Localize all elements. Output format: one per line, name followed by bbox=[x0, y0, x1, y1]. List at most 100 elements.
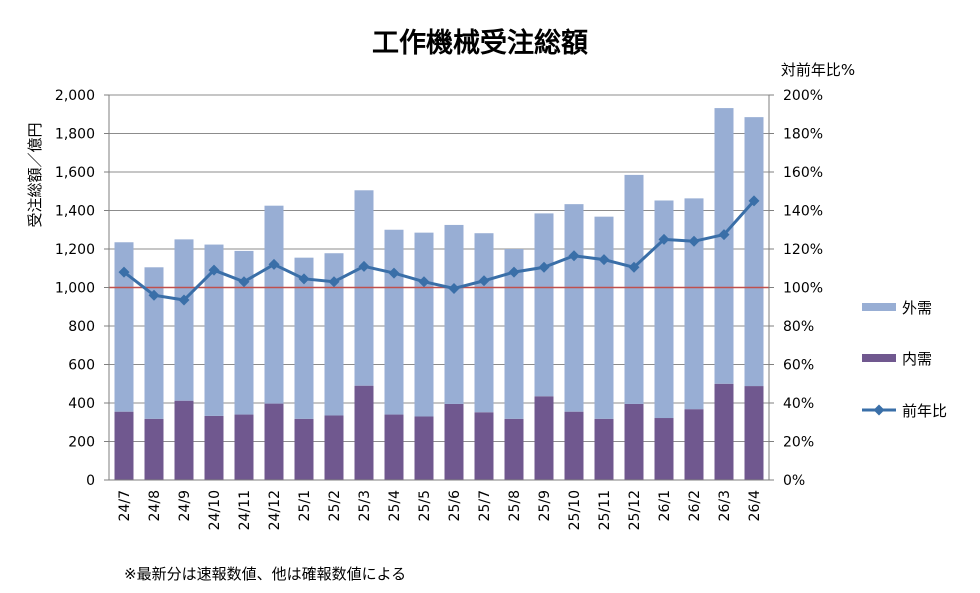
y2-tick-label: 140% bbox=[783, 204, 823, 220]
bar-overseas bbox=[294, 257, 314, 419]
y-tick-label: 1,800 bbox=[55, 127, 95, 143]
y-tick-label: 1,400 bbox=[55, 204, 95, 220]
bar-domestic bbox=[504, 418, 524, 480]
y2-tick-label: 40% bbox=[783, 396, 814, 412]
bar-overseas bbox=[384, 229, 404, 415]
x-tick-label: 25/7 bbox=[477, 490, 493, 521]
x-tick-label: 24/8 bbox=[147, 490, 163, 521]
axes-group bbox=[104, 94, 774, 481]
bar-domestic bbox=[624, 403, 644, 480]
yoy-point bbox=[628, 261, 640, 273]
y2-tick-label: 180% bbox=[783, 127, 823, 143]
x-tick-label: 24/7 bbox=[117, 490, 133, 521]
yoy-point bbox=[118, 266, 130, 278]
bar-overseas bbox=[564, 204, 584, 412]
y2-axis-title: 対前年比% bbox=[781, 61, 855, 79]
y-tick-label: 200 bbox=[68, 435, 95, 451]
bar-overseas bbox=[624, 174, 644, 404]
y-tick-label: 2,000 bbox=[55, 88, 95, 104]
x-tick-label: 25/9 bbox=[537, 490, 553, 521]
x-tick-label: 26/2 bbox=[687, 490, 703, 521]
yoy-point bbox=[418, 276, 430, 288]
x-tick-labels: 24/7 24/8 24/9 24/10 24/11 24/12 25/1 25/2 25/3 2… bbox=[117, 490, 763, 530]
x-tick-label: 25/10 bbox=[567, 490, 583, 530]
bar-overseas bbox=[444, 224, 464, 404]
bar-overseas bbox=[504, 249, 524, 419]
y-tick-label: 1,000 bbox=[55, 281, 95, 297]
x-tick-label: 24/12 bbox=[267, 490, 283, 530]
yoy-point bbox=[718, 229, 730, 241]
x-tick-label: 25/8 bbox=[507, 490, 523, 521]
x-tick-label: 26/3 bbox=[717, 490, 733, 521]
y-tick-label: 800 bbox=[68, 319, 95, 335]
y-tick-label: 400 bbox=[68, 396, 95, 412]
bar-domestic bbox=[444, 403, 464, 480]
bar-domestic bbox=[234, 414, 254, 480]
x-tick-label: 24/10 bbox=[207, 490, 223, 530]
legend-label: 内需 bbox=[902, 350, 932, 368]
bar-overseas bbox=[264, 205, 284, 404]
bar-domestic bbox=[654, 418, 674, 480]
y2-tick-label: 120% bbox=[783, 242, 823, 258]
yoy-point bbox=[598, 254, 610, 266]
yoy-point bbox=[388, 267, 400, 279]
bar-overseas bbox=[594, 216, 614, 419]
bar-overseas bbox=[684, 198, 704, 410]
bar-domestic bbox=[144, 418, 164, 480]
bar-domestic bbox=[744, 386, 764, 480]
bar-domestic bbox=[474, 412, 494, 480]
bar-domestic bbox=[114, 411, 134, 480]
x-tick-label: 25/6 bbox=[447, 490, 463, 522]
legend-label: 前年比 bbox=[902, 402, 947, 420]
x-tick-label: 25/1 bbox=[297, 490, 313, 521]
y-tick-labels: 0 200 400 600 800 1,000 1,200 1,400 1,600 1,800 2,… bbox=[55, 88, 95, 489]
bar-domestic bbox=[264, 403, 284, 480]
bar-overseas bbox=[714, 108, 734, 384]
x-tick-label: 25/5 bbox=[417, 490, 433, 521]
yoy-point bbox=[658, 233, 670, 245]
y2-tick-label: 20% bbox=[783, 435, 814, 451]
bar-overseas bbox=[324, 253, 344, 416]
x-tick-label: 25/4 bbox=[387, 490, 403, 522]
x-tick-label: 26/1 bbox=[657, 490, 673, 521]
y-tick-label: 1,200 bbox=[55, 242, 95, 258]
bar-domestic bbox=[324, 415, 344, 480]
yoy-point bbox=[478, 275, 490, 287]
bar-overseas bbox=[414, 232, 434, 417]
yoy-point bbox=[208, 264, 220, 276]
x-tick-label: 25/12 bbox=[627, 490, 643, 530]
bar-domestic bbox=[174, 400, 194, 480]
bar-domestic bbox=[714, 383, 734, 480]
yoy-point bbox=[268, 258, 280, 270]
yoy-point bbox=[448, 282, 460, 294]
bar-series-group bbox=[114, 108, 764, 480]
y2-tick-label: 100% bbox=[783, 281, 823, 297]
legend-swatch-domestic bbox=[862, 354, 896, 362]
yoy-line bbox=[123, 199, 756, 302]
bar-domestic bbox=[414, 416, 434, 480]
yoy-point bbox=[148, 289, 160, 301]
bar-overseas bbox=[144, 267, 164, 419]
bar-overseas bbox=[174, 239, 194, 401]
x-tick-label: 24/11 bbox=[237, 490, 253, 530]
bar-overseas bbox=[654, 200, 674, 419]
bar-overseas bbox=[114, 242, 134, 412]
yoy-point bbox=[298, 273, 310, 285]
yoy-point bbox=[328, 276, 340, 288]
bar-domestic bbox=[594, 418, 614, 480]
y2-tick-label: 200% bbox=[783, 88, 823, 104]
legend-swatch-yoy-marker bbox=[873, 404, 885, 416]
yoy-point bbox=[538, 261, 550, 273]
yoy-point bbox=[358, 260, 370, 272]
x-tick-label: 25/3 bbox=[357, 490, 373, 521]
bar-domestic bbox=[384, 414, 404, 480]
yoy-point bbox=[748, 195, 760, 207]
bar-overseas bbox=[534, 213, 554, 397]
bar-domestic bbox=[684, 409, 704, 480]
bar-overseas bbox=[744, 117, 764, 387]
bar-domestic bbox=[204, 415, 224, 480]
x-tick-label: 25/2 bbox=[327, 490, 343, 521]
yoy-point bbox=[178, 294, 190, 306]
bar-domestic bbox=[564, 411, 584, 480]
